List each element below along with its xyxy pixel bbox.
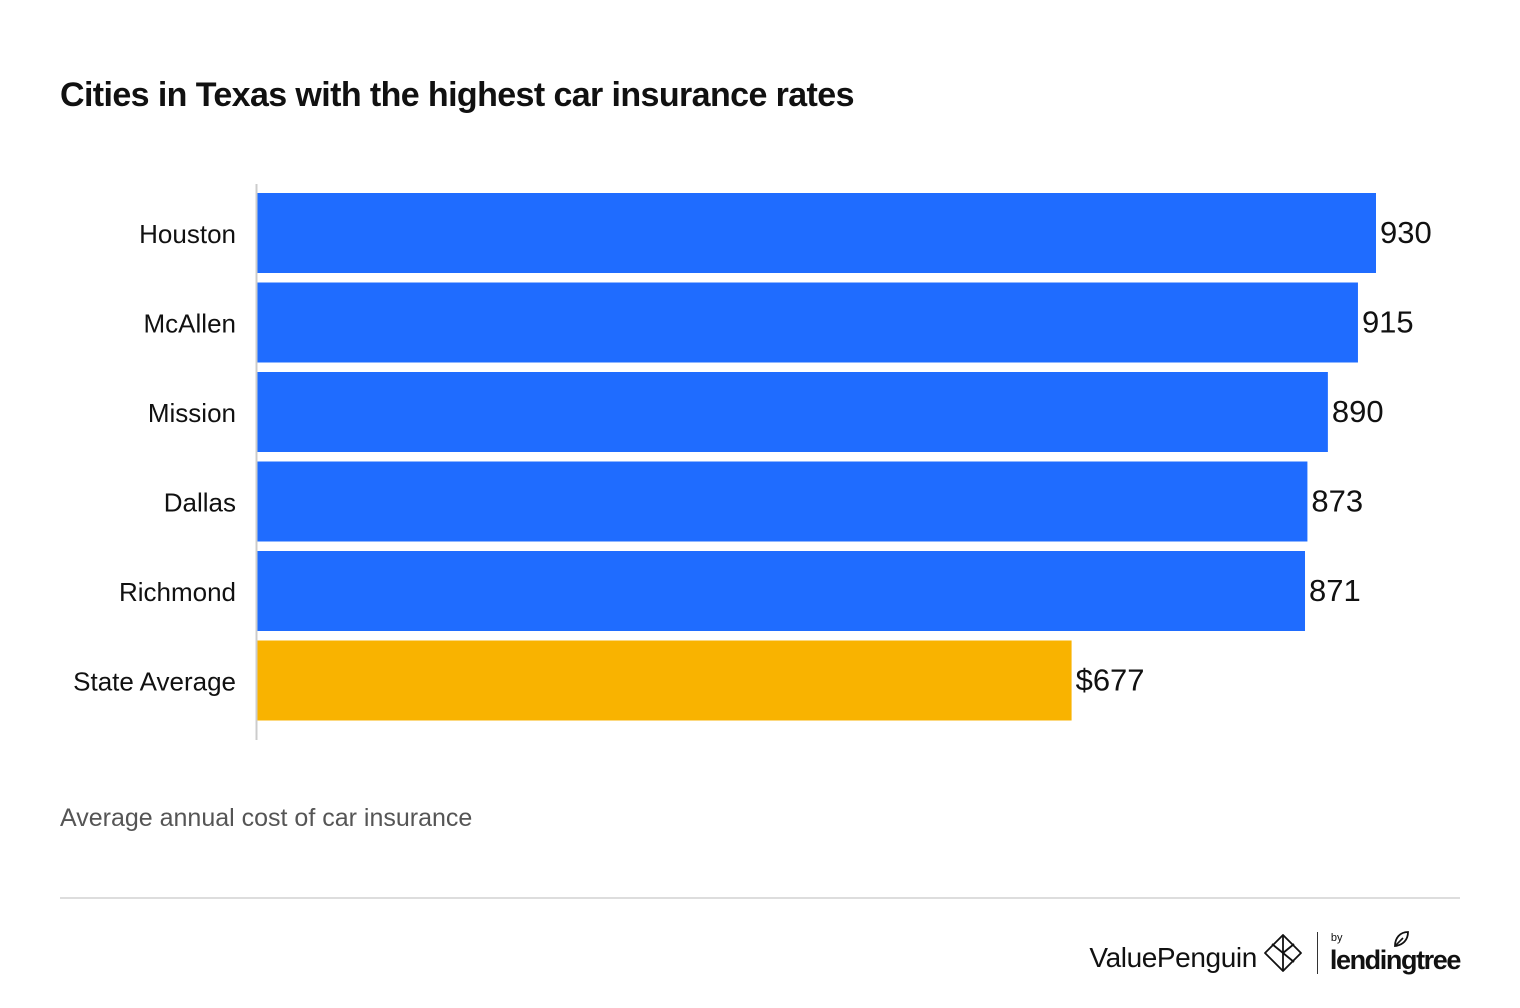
bar-richmond bbox=[257, 551, 1306, 631]
footer-logos: ValuePenguin by lendingtree bbox=[1089, 928, 1462, 978]
lendingtree-wordmark: lendingtree bbox=[1329, 945, 1462, 975]
category-label-richmond: Richmond bbox=[119, 577, 236, 607]
bar-state-average bbox=[257, 640, 1072, 721]
category-label-state-average: State Average bbox=[73, 667, 236, 697]
value-label-state-average: $677 bbox=[1076, 663, 1145, 698]
bar-mcallen bbox=[257, 282, 1358, 363]
bar-dallas bbox=[257, 461, 1308, 542]
category-label-dallas: Dallas bbox=[164, 488, 236, 518]
valuepenguin-wordmark: ValuePenguin bbox=[1089, 942, 1257, 973]
chart-title: Cities in Texas with the highest car ins… bbox=[60, 76, 854, 114]
bar-chart: Houston 930 McAllen 915 Mission 890 Dallas 873 R… bbox=[73, 184, 1432, 740]
valuepenguin-logo-icon bbox=[1263, 934, 1302, 972]
value-label-richmond: 871 bbox=[1309, 573, 1361, 608]
lendingtree-logo: by lendingtree bbox=[1329, 930, 1462, 976]
category-label-houston: Houston bbox=[139, 219, 236, 249]
category-label-mission: Mission bbox=[148, 398, 236, 428]
value-label-mcallen: 915 bbox=[1362, 305, 1414, 340]
bar-houston bbox=[257, 193, 1376, 273]
logo-separator bbox=[1316, 932, 1318, 974]
bar-mission bbox=[257, 372, 1328, 452]
chart-caption: Average annual cost of car insurance bbox=[60, 804, 473, 832]
footer-divider bbox=[60, 897, 1460, 899]
value-label-mission: 890 bbox=[1332, 394, 1384, 429]
value-label-houston: 930 bbox=[1380, 215, 1432, 250]
value-label-dallas: 873 bbox=[1311, 484, 1363, 519]
leaf-icon bbox=[1393, 931, 1409, 948]
category-label-mcallen: McAllen bbox=[144, 309, 236, 339]
by-label: by bbox=[1330, 932, 1343, 944]
